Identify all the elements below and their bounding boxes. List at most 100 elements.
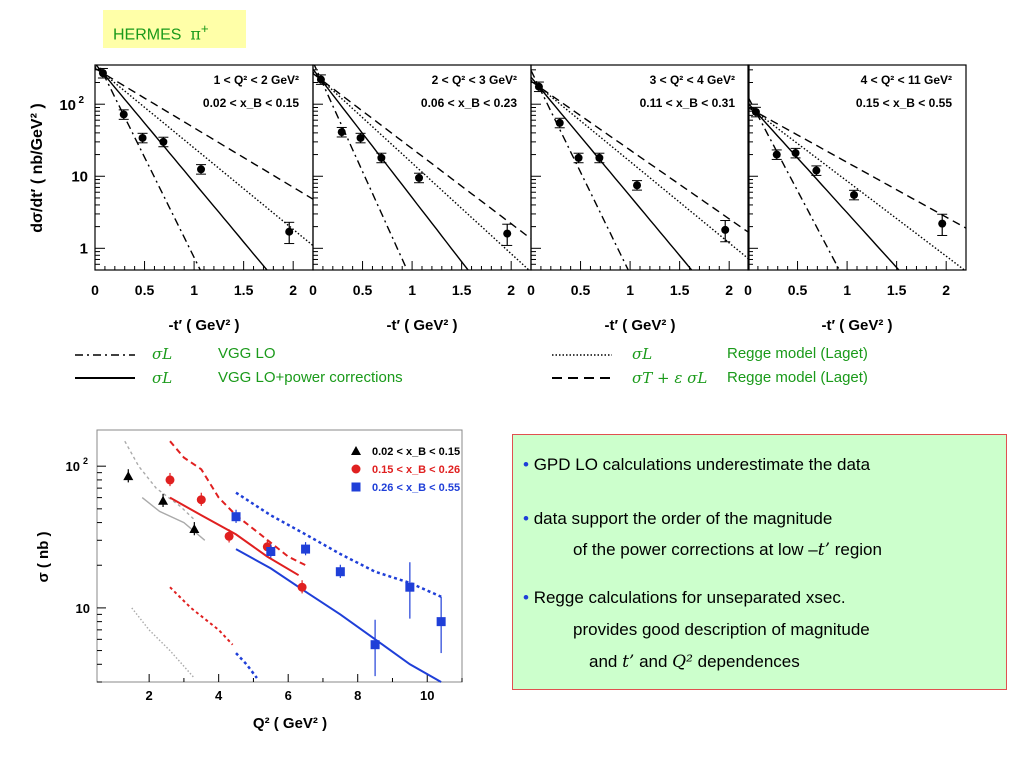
curve-regge-l xyxy=(313,71,530,270)
x-tick-label: 4 xyxy=(215,688,223,703)
model-curves xyxy=(313,65,531,270)
x-tick-label: 0 xyxy=(91,282,99,298)
data-point xyxy=(138,133,147,142)
x-tick-label: 2 xyxy=(289,282,297,298)
data-point xyxy=(405,582,415,592)
data-point xyxy=(574,153,583,162)
series-3: 0.26 < x_B < 0.55 xyxy=(231,482,460,677)
legend-label: 0.26 < x_B < 0.55 xyxy=(372,482,460,494)
legend-marker xyxy=(351,464,361,474)
note-bullet-2: • data support the order of the magnitud… xyxy=(523,509,833,528)
panel-q2-label: 1 < Q² < 2 GeV² xyxy=(214,73,299,87)
x-axis-label: -t′ ( GeV² ) xyxy=(386,317,457,334)
curve-red-regge xyxy=(169,440,307,567)
legend-swatch-dashed xyxy=(552,377,612,379)
x-tick-label: 2 xyxy=(942,282,950,298)
data-point xyxy=(436,617,446,627)
data-point xyxy=(370,640,380,650)
x-tick-label: 1 xyxy=(843,282,851,298)
data-point xyxy=(633,181,642,190)
curve-red-vgg-lo xyxy=(169,586,234,646)
data-point xyxy=(158,495,169,505)
curve-vgg-power xyxy=(313,68,469,270)
curve-black-vgg-power xyxy=(141,497,206,541)
data-point xyxy=(415,173,424,182)
legend-model-4: Regge model (Laget) xyxy=(727,369,868,386)
panel-q2-label: 3 < Q² < 4 GeV² xyxy=(650,73,735,87)
data-point xyxy=(301,544,311,554)
curve-regge-l xyxy=(95,66,313,247)
curve-vgg-power xyxy=(748,102,900,270)
panel-q2-label: 2 < Q² < 3 GeV² xyxy=(432,73,517,87)
data-point xyxy=(812,166,821,175)
panel-4: 0 0.5 1 1.5 2 4 < Q² < 11 GeV² 0.15 < x_B < 0.… xyxy=(744,64,967,298)
curve-blue-vgg-power xyxy=(235,548,442,683)
x-tick-label: 2 xyxy=(507,282,515,298)
x-tick-label: 6 xyxy=(285,688,292,703)
legend-label: 0.15 < x_B < 0.26 xyxy=(372,464,460,476)
x-tick-label: 0.5 xyxy=(353,282,373,298)
y-tick-label: 1 xyxy=(80,240,88,257)
x-tick-label: 0.5 xyxy=(571,282,591,298)
plot-frame xyxy=(96,429,463,683)
legend: σL VGG LO σL VGG LO+power corrections σL… xyxy=(0,345,1024,395)
x-tick-label: 1.5 xyxy=(452,282,472,298)
data-point xyxy=(356,133,365,142)
data-point xyxy=(165,475,175,485)
data-point xyxy=(337,128,346,137)
cross-section-vs-t-chart: dσ/dt′ ( nb/GeV² ) 0 0.5 1 1.5 2 1 < Q² < 2 Ge… xyxy=(29,64,967,334)
data-point xyxy=(938,219,947,228)
x-tick-label: 8 xyxy=(354,688,361,703)
data-point xyxy=(197,165,206,174)
legend-sym-1: σL xyxy=(152,345,173,363)
legend-sym-2: σL xyxy=(152,369,173,387)
data-point xyxy=(335,567,345,577)
note-bullet-1: • GPD LO calculations underestimate the … xyxy=(523,455,871,474)
pi-symbol: π xyxy=(190,24,201,44)
data-point xyxy=(285,227,294,236)
panel-xb-label: 0.06 < x_B < 0.23 xyxy=(421,96,517,110)
pi-charge: + xyxy=(200,21,209,36)
y-tick-label: 10 xyxy=(66,459,80,474)
legend-swatch-solid xyxy=(75,377,135,379)
curve-regge-t-plus-l xyxy=(95,67,313,200)
x-tick-label: 0 xyxy=(744,282,752,298)
y-tick-exponent: 2 xyxy=(78,95,84,106)
x-axis-label: -t′ ( GeV² ) xyxy=(168,317,239,334)
data-point xyxy=(266,547,276,557)
x-tick-label: 1 xyxy=(626,282,634,298)
panel-xb-label: 0.15 < x_B < 0.55 xyxy=(856,96,952,110)
x-tick-label: 10 xyxy=(420,688,434,703)
data-point xyxy=(98,69,107,78)
legend-marker xyxy=(351,446,361,455)
data-point xyxy=(534,82,543,91)
panel-3: 0 0.5 1 1.5 2 3 < Q² < 4 GeV² 0.11 < x_B < 0.3… xyxy=(527,64,750,298)
series-2: 0.15 < x_B < 0.26 xyxy=(165,464,460,594)
x-tick-label: 1 xyxy=(190,282,198,298)
data-point xyxy=(224,531,234,541)
curve-black-vgg-lo xyxy=(131,607,195,679)
summary-box: • GPD LO calculations underestimate the … xyxy=(512,434,1007,690)
data-point xyxy=(119,110,128,119)
curve-vgg-power xyxy=(531,76,693,270)
x-tick-label: 0 xyxy=(527,282,535,298)
note-bullet-3-cont2: and t’ and Q² dependences xyxy=(589,652,800,672)
note-bullet-3-cont1: provides good description of magnitude xyxy=(573,620,870,639)
curve-regge-t-plus-l xyxy=(313,72,531,240)
curve-regge-t-plus-l xyxy=(748,106,966,229)
panel-xb-label: 0.02 < x_B < 0.15 xyxy=(203,96,299,110)
data-point xyxy=(595,153,604,162)
curve-regge-l xyxy=(531,79,749,260)
data-point xyxy=(772,150,781,159)
legend-label: 0.02 < x_B < 0.15 xyxy=(372,446,460,458)
series-1: 0.02 < x_B < 0.15 xyxy=(123,446,460,536)
data-point xyxy=(316,75,325,84)
data-point xyxy=(791,149,800,158)
legend-swatch-dotted xyxy=(552,354,612,356)
panel-2: 0 0.5 1 1.5 2 2 < Q² < 3 GeV² 0.06 < x_B < 0.2… xyxy=(309,64,532,298)
curve-regge-t-plus-l xyxy=(531,80,749,234)
x-tick-label: 1 xyxy=(408,282,416,298)
x-axis-label: Q² ( GeV² ) xyxy=(253,715,327,732)
x-tick-label: 1.5 xyxy=(887,282,907,298)
